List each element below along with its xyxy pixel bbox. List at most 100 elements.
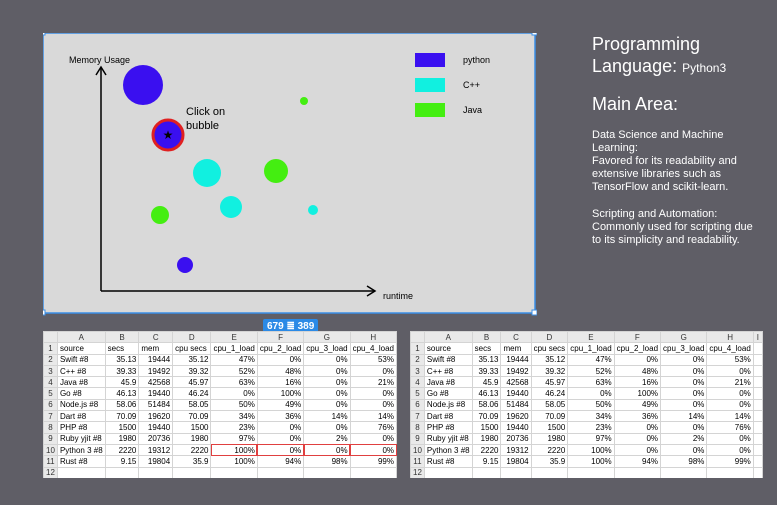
cell: cpu secs	[172, 342, 212, 355]
cell: source	[423, 342, 473, 355]
cell: 19492	[500, 364, 532, 378]
cell: 100%	[567, 443, 615, 457]
cell: 1980	[530, 432, 569, 445]
cell: 36%	[256, 410, 305, 423]
cell: 39.33	[471, 364, 502, 378]
cell: mem	[500, 342, 532, 355]
cell: 35.12	[530, 353, 569, 366]
cell: 0%	[256, 443, 305, 457]
cell: 51484	[138, 398, 174, 412]
cell: 0%	[660, 421, 708, 434]
bubbles[interactable]: ★	[123, 65, 318, 273]
cell: 50%	[210, 398, 258, 412]
row-header: 1	[43, 342, 58, 355]
side-panel: Programming Language: Python3 Main Area:…	[592, 33, 772, 247]
cell: cpu_4_load	[349, 342, 397, 355]
cell: 34%	[210, 410, 258, 423]
cell	[752, 387, 763, 400]
svg-text:★: ★	[163, 128, 174, 142]
bubble-canvas[interactable]: Memory Usage runtime ★ Click on bubble p…	[43, 33, 537, 316]
cell: 99%	[349, 455, 397, 468]
cell: 46.13	[104, 387, 140, 400]
cell: 0%	[210, 387, 258, 400]
row-header: 12	[410, 466, 425, 478]
cell: 45.9	[471, 376, 502, 389]
cell: 19444	[500, 353, 532, 366]
cell: 0%	[349, 398, 397, 412]
column-header: C	[500, 331, 532, 344]
cell: 99%	[706, 455, 754, 468]
cell: 35.13	[471, 353, 502, 366]
cell: 100%	[256, 387, 305, 400]
cell: C++ #8	[56, 364, 106, 378]
cell: cpu_3_load	[303, 342, 351, 355]
column-header: B	[471, 331, 502, 344]
cell: 9.15	[471, 455, 502, 468]
cell: 70.09	[104, 410, 140, 423]
legend-label: Java	[463, 105, 482, 115]
cell: 42568	[500, 376, 532, 389]
cell: 35.13	[104, 353, 140, 366]
cell: 50%	[567, 398, 615, 412]
cell: source	[56, 342, 106, 355]
cell	[752, 410, 763, 423]
cell: 23%	[567, 421, 615, 434]
cell: 35.9	[172, 455, 212, 468]
cell	[752, 455, 763, 468]
cell: 0%	[303, 376, 351, 389]
cell: 36%	[613, 410, 662, 423]
corner	[410, 331, 425, 344]
cell: cpu secs	[530, 342, 569, 355]
cell: 19492	[138, 364, 174, 378]
cell: 9.15	[104, 455, 140, 468]
axes	[95, 65, 377, 297]
panel-title: Programming	[592, 34, 701, 54]
cell: PHP #8	[423, 421, 473, 434]
row-header: 7	[410, 410, 425, 423]
cell: Node.js #8	[423, 398, 473, 412]
column-header: F	[256, 331, 305, 344]
row-header: 4	[410, 376, 425, 389]
cell: 35.12	[172, 353, 212, 366]
cell: 0%	[706, 432, 754, 445]
cell: 0%	[303, 353, 351, 366]
cell	[706, 466, 754, 478]
annotation: Click on	[186, 106, 225, 118]
cell	[752, 342, 763, 355]
cell: 14%	[349, 410, 397, 423]
cell: 0%	[660, 353, 708, 366]
panel-title: Language: Python3	[592, 55, 772, 79]
cell: 1500	[471, 421, 502, 434]
row-header: 5	[410, 387, 425, 400]
cell: 0%	[613, 353, 662, 366]
cell: 0%	[256, 421, 305, 434]
cell: 21%	[349, 376, 397, 389]
cell: 23%	[210, 421, 258, 434]
column-header: F	[613, 331, 662, 344]
cell: 0%	[303, 387, 351, 400]
cell	[752, 432, 763, 445]
column-header: B	[104, 331, 140, 344]
column-header: D	[172, 331, 212, 344]
cell: 51484	[500, 398, 532, 412]
cell: 0%	[567, 387, 615, 400]
paragraph-line: Data Science and Machine	[592, 129, 724, 141]
cell: 76%	[349, 421, 397, 434]
cell: 58.06	[104, 398, 140, 412]
spreadsheet[interactable]: A B C D E F G H I 1 source secs mem cpu secs cpu_1_loa…	[410, 331, 763, 478]
cell: 42568	[138, 376, 174, 389]
cell: 1500	[530, 421, 569, 434]
row-header: 2	[410, 353, 425, 366]
paragraph-line: TensorFlow and scikit-learn.	[592, 181, 729, 193]
cell: 100%	[567, 455, 615, 468]
cell: 19440	[138, 387, 174, 400]
cell: 39.33	[104, 364, 140, 378]
cell: 0%	[349, 387, 397, 400]
cell: 2220	[471, 443, 502, 457]
cell: 0%	[660, 387, 708, 400]
cell: 0%	[706, 443, 754, 457]
row-header: 1	[410, 342, 425, 355]
cell: 100%	[613, 387, 662, 400]
row-header: 4	[43, 376, 58, 389]
spreadsheet[interactable]: A B C D E F G H 1 source secs mem cpu secs cpu_1_load…	[43, 331, 397, 478]
